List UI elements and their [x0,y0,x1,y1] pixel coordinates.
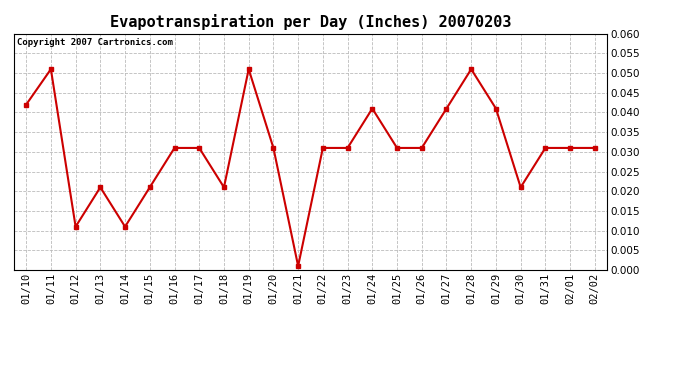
Text: Copyright 2007 Cartronics.com: Copyright 2007 Cartronics.com [17,39,172,48]
Title: Evapotranspiration per Day (Inches) 20070203: Evapotranspiration per Day (Inches) 2007… [110,14,511,30]
